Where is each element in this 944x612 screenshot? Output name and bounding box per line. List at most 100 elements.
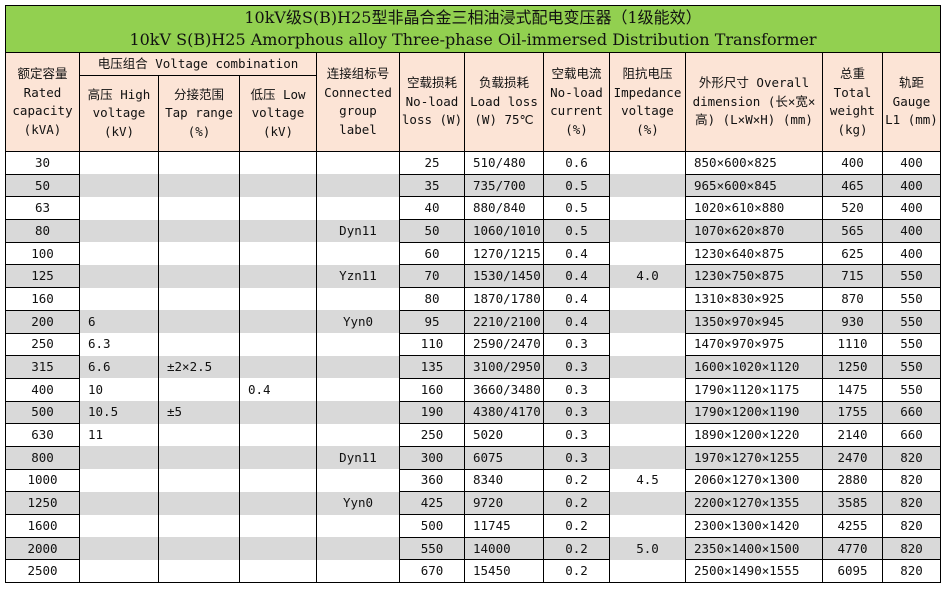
cell-gauge: 820 [882, 491, 941, 515]
cell-impedance: 4.0 [609, 264, 686, 288]
cell-no-load-loss: 110 [399, 332, 465, 357]
cell-capacity: 1000 [5, 468, 80, 493]
cell-tap-range [158, 242, 240, 265]
cell-tap-range [158, 559, 240, 584]
table-row: 50 35 735/700 0.5 965×600×845 465 400 [5, 173, 941, 198]
cell-no-load-loss: 250 [399, 423, 465, 447]
cell-high-voltage [79, 446, 159, 470]
cell-low-voltage [239, 242, 317, 265]
cell-capacity: 1250 [5, 491, 80, 515]
cell-dimension: 2350×1400×1500 [685, 536, 823, 561]
cell-no-load-loss: 35 [399, 173, 465, 198]
cell-high-voltage [79, 242, 159, 265]
cell-impedance [609, 151, 686, 175]
cell-capacity: 630 [5, 423, 80, 447]
cell-capacity: 160 [5, 287, 80, 311]
cell-no-load-current: 0.2 [543, 514, 610, 538]
cell-load-loss: 510/480 [464, 151, 544, 175]
table-row: 2500 670 15450 0.2 2500×1490×1555 6095 820 [5, 559, 941, 584]
cell-group-label: Yyn0 [316, 491, 400, 515]
cell-dimension: 1230×750×875 [685, 264, 823, 289]
cell-dimension: 1600×1020×1120 [685, 355, 823, 379]
cell-gauge: 550 [882, 264, 941, 289]
cell-no-load-current: 0.4 [543, 241, 610, 266]
cell-tap-range: ±5 [158, 401, 240, 424]
cell-weight: 625 [822, 241, 883, 266]
cell-impedance [609, 287, 686, 311]
cell-high-voltage [79, 264, 159, 288]
cell-low-voltage [239, 559, 317, 584]
cell-tap-range [158, 378, 240, 402]
table-row: 400 10 0.4 160 3660/3480 0.3 1790×1120×1175 147… [5, 377, 941, 402]
cell-high-voltage: 10 [79, 378, 159, 402]
cell-group-label [316, 174, 400, 197]
cell-load-loss: 15450 [464, 559, 544, 584]
cell-no-load-loss: 50 [399, 219, 465, 243]
cell-group-label [316, 242, 400, 265]
cell-gauge: 550 [882, 287, 941, 311]
cell-low-voltage [239, 355, 317, 379]
cell-capacity: 800 [5, 445, 80, 470]
cell-low-voltage [239, 469, 317, 492]
cell-group-label [316, 514, 400, 538]
cell-dimension: 2300×1300×1420 [685, 514, 823, 538]
cell-gauge: 820 [882, 514, 941, 538]
cell-weight: 1110 [822, 332, 883, 357]
cell-group-label [316, 537, 400, 560]
cell-dimension: 1350×970×945 [685, 309, 823, 334]
cell-weight: 930 [822, 309, 883, 334]
cell-gauge: 400 [882, 173, 941, 198]
cell-dimension: 1970×1270×1255 [685, 445, 823, 470]
cell-low-voltage [239, 174, 317, 197]
table-row: 630 11 250 5020 0.3 1890×1200×1220 2140 660 [5, 423, 941, 447]
table-title: 10kV级S(B)H25型非晶合金三相油浸式配电变压器（1级能效） 10kV S(… [5, 5, 941, 53]
cell-weight: 1475 [822, 377, 883, 402]
table-row: 1000 360 8340 0.2 4.5 2060×1270×1300 2880 820 [5, 468, 941, 493]
table-row: 125 Yzn11 70 1530/1450 0.4 4.0 1230×750×875 715… [5, 264, 941, 289]
cell-gauge: 820 [882, 536, 941, 561]
cell-high-voltage [79, 491, 159, 515]
cell-load-loss: 880/840 [464, 196, 544, 221]
cell-high-voltage [79, 219, 159, 243]
table-row: 80 Dyn11 50 1060/1010 0.5 1070×620×870 565 400 [5, 219, 941, 243]
header-no-load-current: 空载电流 No-load current (%) [543, 52, 610, 152]
cell-no-load-current: 0.3 [543, 377, 610, 402]
cell-no-load-loss: 300 [399, 445, 465, 470]
cell-impedance [609, 514, 686, 538]
table-row: 200 6 Yyn0 95 2210/2100 0.4 1350×970×945 930 550 [5, 309, 941, 334]
cell-dimension: 1230×640×875 [685, 241, 823, 266]
cell-weight: 6095 [822, 559, 883, 584]
cell-gauge: 660 [882, 400, 941, 425]
cell-impedance [609, 310, 686, 333]
cell-no-load-loss: 550 [399, 536, 465, 561]
cell-impedance [609, 242, 686, 265]
cell-low-voltage [239, 423, 317, 447]
cell-tap-range [158, 196, 240, 220]
header-weight: 总重 Total weight (kg) [822, 52, 883, 152]
cell-group-label: Yzn11 [316, 264, 400, 288]
cell-low-voltage [239, 514, 317, 538]
cell-capacity: 63 [5, 196, 80, 221]
cell-weight: 2470 [822, 445, 883, 470]
cell-weight: 1250 [822, 355, 883, 379]
title-cn: 10kV级S(B)H25型非晶合金三相油浸式配电变压器（1级能效） [244, 8, 702, 27]
table-row: 1600 500 11745 0.2 2300×1300×1420 4255 820 [5, 514, 941, 538]
cell-tap-range [158, 219, 240, 243]
cell-capacity: 200 [5, 309, 80, 334]
cell-no-load-loss: 80 [399, 287, 465, 311]
cell-capacity: 2500 [5, 559, 80, 584]
cell-load-loss: 1530/1450 [464, 264, 544, 289]
cell-high-voltage: 11 [79, 423, 159, 447]
cell-capacity: 30 [5, 151, 80, 175]
cell-dimension: 1070×620×870 [685, 219, 823, 243]
cell-tap-range [158, 264, 240, 288]
cell-impedance [609, 174, 686, 197]
cell-weight: 400 [822, 151, 883, 175]
cell-low-voltage [239, 446, 317, 470]
cell-low-voltage [239, 537, 317, 560]
cell-load-loss: 1870/1780 [464, 287, 544, 311]
cell-impedance [609, 333, 686, 356]
header-low-voltage: 低压 Low voltage (kV) [239, 75, 317, 152]
cell-impedance [609, 559, 686, 584]
cell-high-voltage [79, 151, 159, 175]
